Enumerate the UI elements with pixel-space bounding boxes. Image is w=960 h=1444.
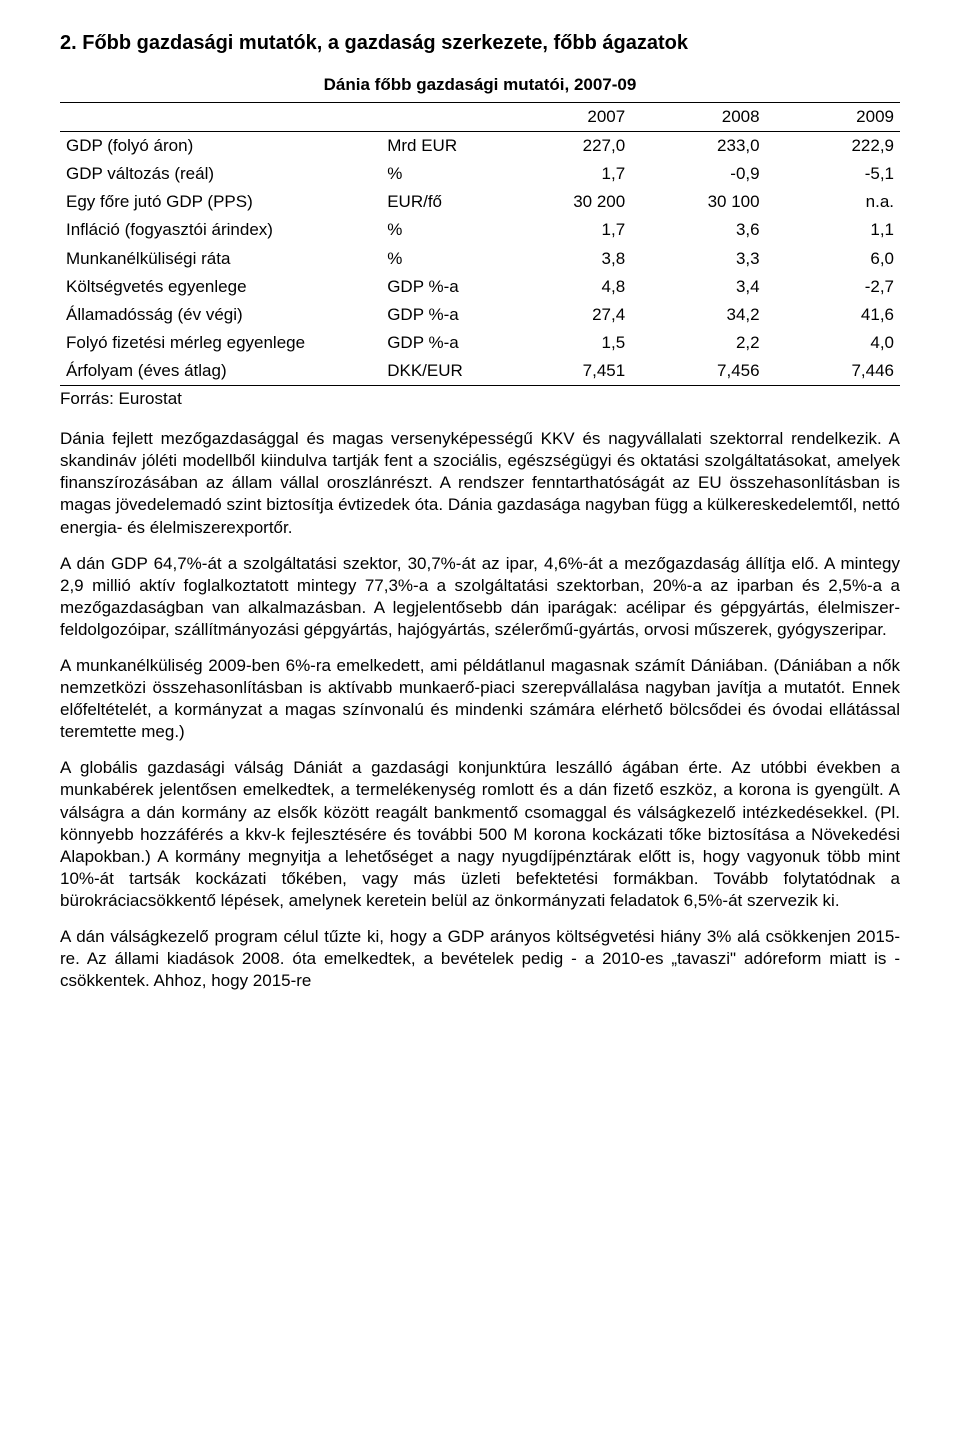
table-row: Munkanélküliségi ráta % 3,8 3,3 6,0 — [60, 245, 900, 273]
table-header-row: 2007 2008 2009 — [60, 103, 900, 132]
body-paragraph: A globális gazdasági válság Dániát a gaz… — [60, 757, 900, 912]
row-value: 3,3 — [631, 245, 765, 273]
row-value: 6,0 — [766, 245, 900, 273]
row-value: 3,8 — [497, 245, 631, 273]
table-row: Költségvetés egyenlege GDP %-a 4,8 3,4 -… — [60, 273, 900, 301]
row-unit: GDP %-a — [379, 273, 497, 301]
row-value: 3,6 — [631, 216, 765, 244]
row-value: 27,4 — [497, 301, 631, 329]
row-unit: Mrd EUR — [379, 132, 497, 161]
data-table: 2007 2008 2009 GDP (folyó áron) Mrd EUR … — [60, 102, 900, 386]
section-title: 2. Főbb gazdasági mutatók, a gazdaság sz… — [60, 30, 900, 56]
row-value: 30 100 — [631, 188, 765, 216]
row-value: 30 200 — [497, 188, 631, 216]
row-value: 2,2 — [631, 329, 765, 357]
row-value: 4,0 — [766, 329, 900, 357]
row-unit: GDP %-a — [379, 301, 497, 329]
table-row: Folyó fizetési mérleg egyenlege GDP %-a … — [60, 329, 900, 357]
body-paragraph: A dán GDP 64,7%-át a szolgáltatási szekt… — [60, 553, 900, 641]
row-value: n.a. — [766, 188, 900, 216]
table-header-year: 2008 — [631, 103, 765, 132]
row-value: -2,7 — [766, 273, 900, 301]
row-label: Államadósság (év végi) — [60, 301, 379, 329]
row-value: 1,7 — [497, 216, 631, 244]
row-value: 4,8 — [497, 273, 631, 301]
table-row: Árfolyam (éves átlag) DKK/EUR 7,451 7,45… — [60, 357, 900, 386]
table-source: Forrás: Eurostat — [60, 388, 900, 410]
row-value: -0,9 — [631, 160, 765, 188]
table-header-blank — [60, 103, 379, 132]
row-unit: GDP %-a — [379, 329, 497, 357]
row-label: GDP (folyó áron) — [60, 132, 379, 161]
row-unit: EUR/fő — [379, 188, 497, 216]
row-label: GDP változás (reál) — [60, 160, 379, 188]
row-label: Egy főre jutó GDP (PPS) — [60, 188, 379, 216]
table-header-year: 2007 — [497, 103, 631, 132]
body-paragraph: A munkanélküliség 2009-ben 6%-ra emelked… — [60, 655, 900, 743]
row-unit: % — [379, 216, 497, 244]
row-value: 3,4 — [631, 273, 765, 301]
row-value: 7,451 — [497, 357, 631, 386]
body-paragraph: Dánia fejlett mezőgazdasággal és magas v… — [60, 428, 900, 538]
row-value: 1,1 — [766, 216, 900, 244]
row-value: 1,7 — [497, 160, 631, 188]
row-value: 7,456 — [631, 357, 765, 386]
row-unit: DKK/EUR — [379, 357, 497, 386]
table-row: Egy főre jutó GDP (PPS) EUR/fő 30 200 30… — [60, 188, 900, 216]
row-label: Költségvetés egyenlege — [60, 273, 379, 301]
table-header-year: 2009 — [766, 103, 900, 132]
row-unit: % — [379, 245, 497, 273]
row-value: 1,5 — [497, 329, 631, 357]
row-value: 7,446 — [766, 357, 900, 386]
row-label: Infláció (fogyasztói árindex) — [60, 216, 379, 244]
table-row: Infláció (fogyasztói árindex) % 1,7 3,6 … — [60, 216, 900, 244]
row-label: Munkanélküliségi ráta — [60, 245, 379, 273]
row-value: -5,1 — [766, 160, 900, 188]
row-value: 222,9 — [766, 132, 900, 161]
row-value: 227,0 — [497, 132, 631, 161]
row-value: 34,2 — [631, 301, 765, 329]
row-label: Árfolyam (éves átlag) — [60, 357, 379, 386]
table-row: GDP (folyó áron) Mrd EUR 227,0 233,0 222… — [60, 132, 900, 161]
row-value: 41,6 — [766, 301, 900, 329]
row-label: Folyó fizetési mérleg egyenlege — [60, 329, 379, 357]
table-row: GDP változás (reál) % 1,7 -0,9 -5,1 — [60, 160, 900, 188]
table-row: Államadósság (év végi) GDP %-a 27,4 34,2… — [60, 301, 900, 329]
table-title: Dánia főbb gazdasági mutatói, 2007-09 — [60, 74, 900, 96]
row-value: 233,0 — [631, 132, 765, 161]
body-paragraph: A dán válságkezelő program célul tűzte k… — [60, 926, 900, 992]
table-header-blank — [379, 103, 497, 132]
row-unit: % — [379, 160, 497, 188]
